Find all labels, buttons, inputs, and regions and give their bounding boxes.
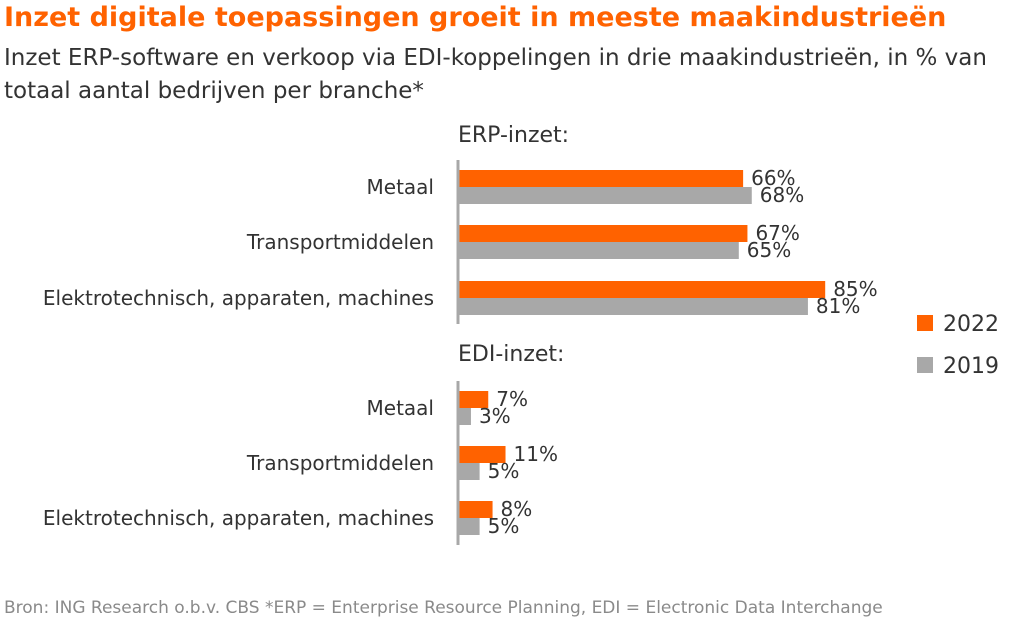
legend-label: 2022 — [943, 312, 999, 337]
data-label: 65% — [747, 238, 791, 262]
data-label: 5% — [488, 514, 520, 538]
data-label: 5% — [488, 459, 520, 483]
category-label: Elektrotechnisch, apparaten, machines — [43, 286, 434, 310]
source-footnote: Bron: ING Research o.b.v. CBS *ERP = Ent… — [4, 598, 883, 618]
category-label: Metaal — [367, 396, 434, 420]
category-label: Metaal — [367, 175, 434, 199]
bar-2022 — [458, 281, 826, 298]
bar-2019 — [458, 187, 752, 204]
bar-2019 — [458, 242, 739, 259]
bar-2022 — [458, 501, 493, 518]
panel-title: ERP-inzet: — [458, 123, 569, 148]
bar-2019 — [458, 408, 471, 425]
data-label: 85% — [833, 277, 877, 301]
bar-2019 — [458, 463, 480, 480]
data-label: 11% — [514, 442, 558, 466]
legend-label: 2019 — [943, 354, 999, 379]
data-label: 67% — [755, 221, 799, 245]
data-label: 7% — [496, 387, 528, 411]
legend-swatch-2019 — [917, 357, 933, 373]
data-label: 66% — [751, 166, 795, 190]
data-label: 68% — [760, 183, 804, 207]
category-label: Elektrotechnisch, apparaten, machines — [43, 506, 434, 530]
bar-2022 — [458, 225, 748, 242]
data-label: 3% — [479, 404, 511, 428]
bar-2022 — [458, 170, 744, 187]
bar-2022 — [458, 446, 506, 463]
bar-2019 — [458, 298, 808, 315]
chart-title: Inzet digitale toepassingen groeit in me… — [4, 2, 947, 33]
data-label: 8% — [501, 497, 533, 521]
panel-title: EDI-inzet: — [458, 342, 564, 367]
category-label: Transportmiddelen — [246, 451, 434, 475]
legend-swatch-2022 — [917, 315, 933, 331]
bar-2019 — [458, 518, 480, 535]
category-label: Transportmiddelen — [246, 230, 434, 254]
bar-2022 — [458, 391, 489, 408]
data-label: 81% — [816, 294, 860, 318]
chart-subtitle: Inzet ERP-software en verkoop via EDI-ko… — [4, 45, 987, 104]
